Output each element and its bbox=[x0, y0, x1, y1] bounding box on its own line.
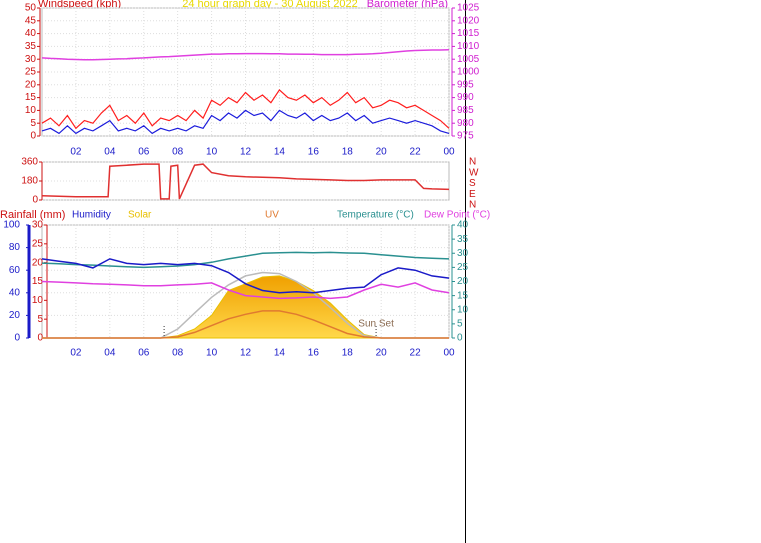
y-tick-label: 5 bbox=[30, 118, 36, 129]
y-tick-label: 10 bbox=[25, 105, 37, 116]
y-tick-label: 0 bbox=[14, 333, 20, 344]
line bbox=[41, 280, 450, 300]
y-tick-label: 60 bbox=[9, 265, 21, 276]
y2-tick-label: 20 bbox=[457, 276, 469, 287]
line bbox=[41, 48, 450, 61]
y2-tick-label: 30 bbox=[457, 248, 469, 259]
legend-entry: UV bbox=[265, 210, 279, 221]
line bbox=[41, 163, 450, 200]
y2-tick-label: 1015 bbox=[457, 28, 480, 39]
legend-entry: Humidity bbox=[72, 210, 111, 221]
x-tick-label: 02 bbox=[70, 147, 82, 158]
compass-label: N bbox=[469, 200, 476, 211]
y2-tick-label: 1020 bbox=[457, 15, 480, 26]
y-tick-label: 25 bbox=[25, 67, 37, 78]
rain-axis-label: Rainfall (mm) bbox=[0, 209, 65, 221]
y-tick-label: 0 bbox=[30, 131, 36, 142]
x-tick-label: 06 bbox=[138, 348, 150, 359]
y2-tick-label: 25 bbox=[457, 262, 469, 273]
compass-label: N bbox=[469, 157, 476, 168]
x-tick-label: 22 bbox=[410, 348, 422, 359]
x-tick-label: 00 bbox=[443, 147, 455, 158]
y3-tick-label: 25 bbox=[32, 238, 44, 249]
y3-tick-label: 0 bbox=[37, 333, 43, 344]
y-tick-label: 80 bbox=[9, 242, 21, 253]
x-tick-label: 02 bbox=[70, 348, 82, 359]
y-axis-label: Windspeed (kph) bbox=[38, 0, 121, 10]
y2-tick-label: 995 bbox=[457, 79, 474, 90]
y2-tick-label: 10 bbox=[457, 304, 469, 315]
y2-tick-label: 990 bbox=[457, 92, 474, 103]
y3-tick-label: 30 bbox=[32, 220, 44, 231]
y2-tick-label: 0 bbox=[457, 333, 463, 344]
y2-tick-label: 40 bbox=[457, 220, 469, 231]
y2-tick-label: 980 bbox=[457, 118, 474, 129]
y3-tick-label: 10 bbox=[32, 295, 44, 306]
y2-tick-label: 1025 bbox=[457, 3, 480, 14]
line bbox=[41, 251, 450, 269]
x-tick-label: 18 bbox=[342, 147, 354, 158]
compass-label: S bbox=[469, 178, 476, 189]
annotation-label: Sun Set bbox=[358, 319, 394, 330]
y-tick-label: 50 bbox=[25, 3, 37, 14]
y2-tick-label: 1010 bbox=[457, 41, 480, 52]
x-tick-label: 10 bbox=[206, 147, 218, 158]
x-tick-label: 08 bbox=[172, 147, 184, 158]
x-tick-label: 18 bbox=[342, 348, 354, 359]
y2-tick-label: 985 bbox=[457, 105, 474, 116]
x-tick-label: 20 bbox=[376, 147, 388, 158]
x-tick-label: 08 bbox=[172, 348, 184, 359]
y-tick-label: 0 bbox=[32, 195, 38, 206]
compass-label: W bbox=[469, 167, 479, 178]
y-tick-label: 100 bbox=[3, 220, 20, 231]
y-tick-label: 30 bbox=[25, 54, 37, 65]
y2-tick-label: 15 bbox=[457, 290, 469, 301]
y3-tick-label: 20 bbox=[32, 257, 44, 268]
line bbox=[41, 88, 450, 130]
x-tick-label: 06 bbox=[138, 147, 150, 158]
x-tick-label: 04 bbox=[104, 147, 116, 158]
x-tick-label: 14 bbox=[274, 348, 286, 359]
compass-label: E bbox=[469, 189, 476, 200]
line bbox=[41, 258, 450, 294]
y-tick-label: 40 bbox=[9, 287, 21, 298]
y-tick-label: 360 bbox=[21, 157, 38, 168]
y-tick-label: 45 bbox=[25, 15, 37, 26]
y-tick-label: 180 bbox=[21, 176, 38, 187]
y-tick-label: 15 bbox=[25, 92, 37, 103]
y2-axis-label: Barometer (hPa) bbox=[367, 0, 448, 10]
y2-tick-label: 35 bbox=[457, 234, 469, 245]
y2-tick-label: 1005 bbox=[457, 54, 480, 65]
x-tick-label: 12 bbox=[240, 147, 252, 158]
y-tick-label: 20 bbox=[9, 310, 21, 321]
y-tick-label: 20 bbox=[25, 79, 37, 90]
line bbox=[42, 310, 449, 339]
x-tick-label: 12 bbox=[240, 348, 252, 359]
chart-title: 24 hour graph day - 30 August 2022 bbox=[182, 0, 358, 10]
x-tick-label: 22 bbox=[410, 147, 422, 158]
x-tick-label: 00 bbox=[443, 348, 455, 359]
legend-entry: Temperature (°C) bbox=[337, 210, 414, 221]
line bbox=[41, 109, 450, 135]
y2-tick-label: 5 bbox=[457, 319, 463, 330]
y2-tick-label: 1000 bbox=[457, 67, 480, 78]
y3-tick-label: 15 bbox=[32, 276, 44, 287]
y2-tick-label: 975 bbox=[457, 131, 474, 142]
y-tick-label: 35 bbox=[25, 41, 37, 52]
x-tick-label: 16 bbox=[308, 348, 320, 359]
y3-tick-label: 5 bbox=[37, 314, 43, 325]
x-tick-label: 04 bbox=[104, 348, 116, 359]
y-tick-label: 40 bbox=[25, 28, 37, 39]
legend-entry: Dew Point (°C) bbox=[424, 210, 490, 221]
legend-entry: Solar bbox=[128, 210, 152, 221]
x-tick-label: 10 bbox=[206, 348, 218, 359]
x-tick-label: 16 bbox=[308, 147, 320, 158]
x-tick-label: 20 bbox=[376, 348, 388, 359]
x-tick-label: 14 bbox=[274, 147, 286, 158]
